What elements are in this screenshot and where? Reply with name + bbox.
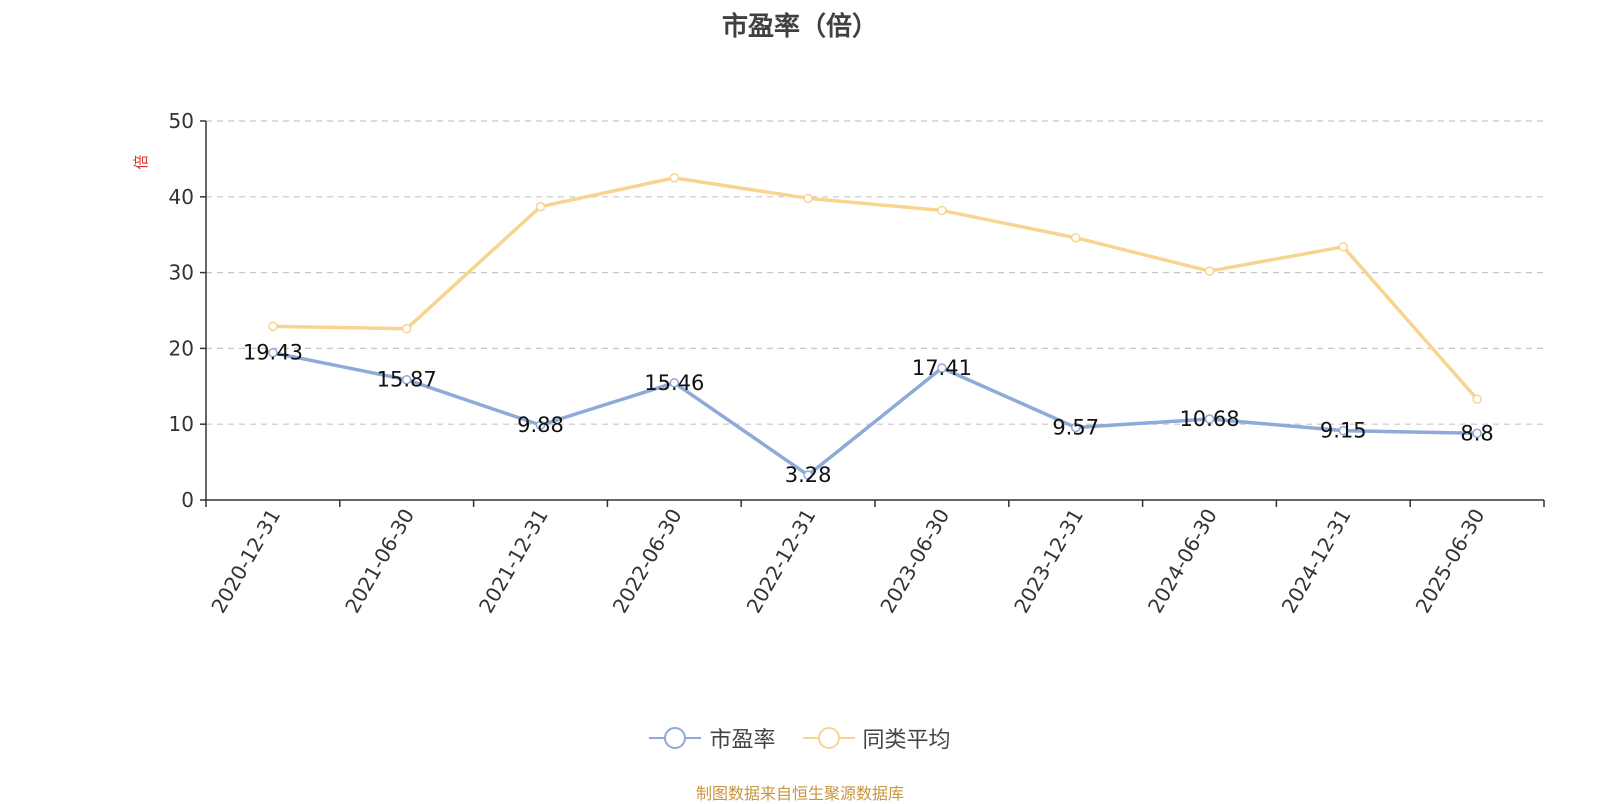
x-tick-label: 2021-06-30 <box>340 505 419 618</box>
data-point-avg <box>1070 232 1081 243</box>
data-point-avg <box>1338 242 1349 252</box>
data-label: 10.68 <box>1179 407 1239 431</box>
data-label: 3.28 <box>785 463 832 487</box>
data-point-avg <box>1204 266 1215 276</box>
data-point-pe <box>1070 422 1081 433</box>
data-label: 9.15 <box>1320 419 1367 443</box>
data-label: 8.8 <box>1460 421 1493 445</box>
legend-avg-marker-icon <box>802 727 855 749</box>
data-label: 15.87 <box>377 368 437 392</box>
y-tick-label: 40 <box>169 185 194 209</box>
data-point-avg <box>803 193 813 204</box>
data-label: 9.88 <box>517 413 564 437</box>
x-tick-label: 2022-06-30 <box>608 505 687 618</box>
data-point-avg <box>1472 394 1482 404</box>
source-note: 制图数据来自恒生聚源数据库 <box>695 784 904 803</box>
data-point-avg <box>268 321 278 332</box>
data-point-pe <box>401 374 412 385</box>
series-line-pe <box>272 351 1478 477</box>
y-tick-label: 20 <box>169 336 194 360</box>
legend-item-pe[interactable]: 市盈率 <box>649 722 776 754</box>
x-tick-label: 2023-12-31 <box>1009 505 1088 618</box>
data-point-pe <box>1472 428 1482 439</box>
series <box>268 173 1482 480</box>
axes: 0 10 20 30 40 50 倍 2020-12-31 2021-06-30 2021-12-… <box>132 109 1545 618</box>
data-labels: 19.43 15.87 9.88 15.46 3.28 17.41 9.57 10.68 9.1… <box>243 341 1494 487</box>
x-tick-label: 2022-12-31 <box>742 505 821 618</box>
x-tick-label: 2020-12-31 <box>206 505 285 618</box>
data-point-pe <box>669 378 680 388</box>
data-label: 9.57 <box>1052 415 1099 439</box>
y-tick-label: 50 <box>169 109 194 133</box>
legend-pe-marker-icon <box>649 727 702 749</box>
x-tick-label: 2023-06-30 <box>875 505 954 618</box>
data-point-pe <box>1204 414 1215 424</box>
y-tick-label: 30 <box>169 261 194 285</box>
data-point-avg <box>937 205 947 216</box>
data-point-pe <box>803 470 813 480</box>
data-point-pe <box>1338 425 1349 436</box>
x-tick-label: 2021-12-31 <box>474 505 553 618</box>
data-point-avg <box>669 173 680 183</box>
legend-item-avg[interactable]: 同类平均 <box>802 722 951 754</box>
data-point-avg <box>535 201 546 212</box>
y-tick-label: 0 <box>181 488 194 512</box>
data-label: 19.43 <box>243 341 303 365</box>
chart-title: 市盈率（倍） <box>721 12 878 42</box>
legend-avg-label: 同类平均 <box>862 728 951 753</box>
data-label: 17.41 <box>912 356 972 380</box>
x-tick-label: 2025-06-30 <box>1411 505 1490 618</box>
legend: 市盈率 同类平均 <box>0 722 1600 756</box>
data-point-pe <box>268 347 278 358</box>
y-axis-unit-label: 倍 <box>132 154 150 169</box>
x-tick-label: 2024-06-30 <box>1143 505 1222 618</box>
data-point-pe <box>535 420 546 430</box>
data-point-avg <box>401 323 412 334</box>
x-tick-label: 2024-12-31 <box>1277 505 1356 618</box>
grid-lines <box>206 120 1544 425</box>
data-point-pe <box>937 363 947 373</box>
series-line-avg <box>272 176 1479 401</box>
y-tick-label: 10 <box>169 412 194 436</box>
data-label: 15.46 <box>644 371 704 395</box>
legend-pe-label: 市盈率 <box>709 728 776 753</box>
